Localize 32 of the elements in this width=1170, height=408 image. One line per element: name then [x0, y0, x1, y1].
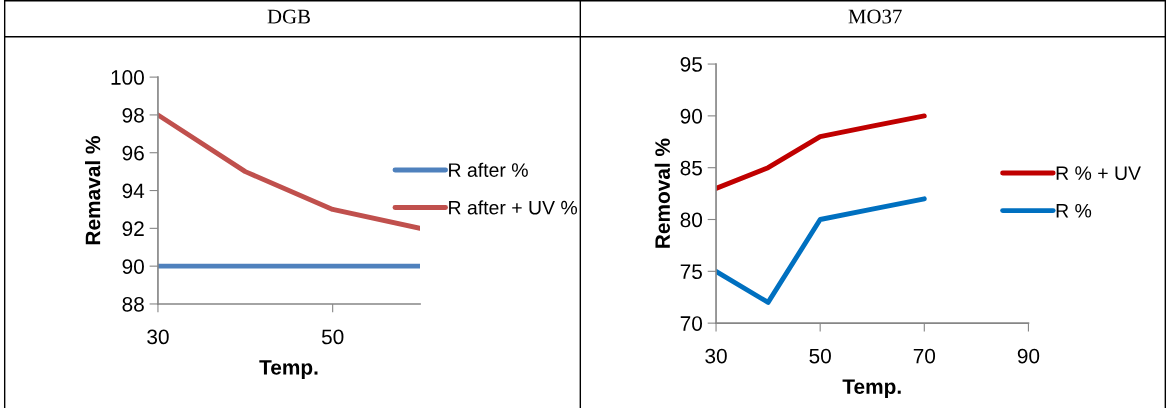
- x-axis-title: Temp.: [259, 360, 318, 379]
- line-series: [157, 112, 421, 231]
- y-tick-label: 90: [122, 259, 144, 274]
- line-series: [716, 196, 927, 305]
- x-tick-label: 70: [913, 348, 936, 364]
- y-tick-label: 94: [122, 183, 145, 199]
- y-axis-title: Removal %: [654, 138, 670, 248]
- chart-title: DGB: [267, 9, 310, 24]
- x-axis-title: Temp.: [842, 379, 901, 399]
- y-tick-label: 90: [680, 108, 703, 124]
- y-tick-label: 98: [122, 107, 144, 123]
- y-tick-label: 85: [680, 160, 702, 176]
- legend-label: R after + UV %: [449, 200, 578, 215]
- y-tick-label: 100: [111, 70, 144, 85]
- y-tick-label: 96: [122, 145, 144, 161]
- y-tick-label: 88: [122, 296, 144, 312]
- chart-title: MO37: [848, 9, 902, 24]
- x-tick-label: 30: [705, 348, 727, 364]
- x-tick-label: 50: [809, 348, 831, 364]
- legend-label: R %: [1056, 203, 1092, 218]
- y-tick-label: 95: [680, 57, 702, 72]
- line-series: [716, 113, 927, 191]
- x-tick-label: 90: [1017, 348, 1040, 364]
- y-tick-label: 92: [122, 221, 144, 237]
- y-tick-label: 75: [680, 264, 702, 280]
- y-tick-label: 80: [680, 212, 703, 228]
- y-axis-title: Remaval %: [85, 136, 101, 245]
- y-tick-label: 70: [680, 316, 703, 331]
- legend-label: R after %: [449, 162, 528, 177]
- x-tick-label: 30: [147, 329, 169, 345]
- x-tick-label: 50: [321, 329, 344, 345]
- legend-label: R % + UV: [1056, 166, 1141, 181]
